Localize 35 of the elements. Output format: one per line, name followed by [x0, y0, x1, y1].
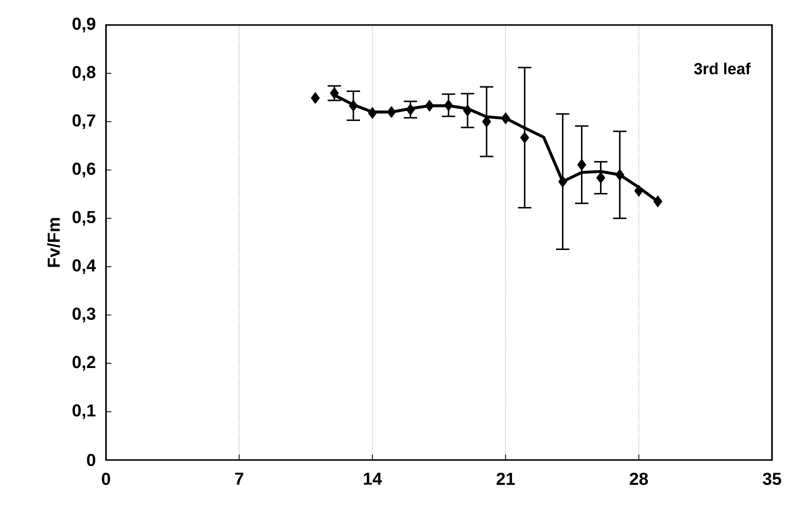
y-tick-label: 0,9: [72, 18, 96, 32]
point: [577, 158, 586, 171]
point: [368, 107, 377, 119]
x-tick-label: 14: [364, 472, 382, 485]
y-tick-label: 0,2: [72, 356, 96, 371]
y-tick-label: 0,6: [72, 162, 96, 178]
point: [520, 132, 530, 144]
y-tick-label: 0: [87, 454, 96, 466]
y-axis-title: Fv/Fm: [47, 218, 60, 267]
y-tick-label: 0,7: [72, 114, 96, 130]
y-tick-label: 0,5: [72, 210, 96, 226]
y-tick-label: 0,4: [72, 259, 96, 274]
y-tick-label: 0,1: [72, 404, 96, 420]
point: [596, 172, 606, 184]
point: [310, 92, 320, 104]
point: [463, 104, 472, 116]
x-tick-label: 28: [630, 472, 648, 485]
x-tick-label: 7: [235, 472, 244, 485]
point: [501, 112, 510, 124]
x-tick-label: 21: [496, 472, 515, 485]
x-tick-label: 0: [102, 472, 110, 485]
point: [425, 100, 434, 112]
point: [330, 87, 339, 100]
y-tick-label: 0,8: [72, 66, 96, 81]
y-tick-label: 0,3: [72, 308, 96, 322]
point: [444, 99, 453, 112]
point: [653, 196, 662, 208]
annotation: 3rd leaf: [694, 62, 751, 74]
x-tick-label: 35: [762, 472, 782, 485]
point: [558, 176, 568, 188]
point: [615, 168, 624, 181]
point: [386, 106, 396, 118]
point: [348, 100, 358, 112]
point: [406, 104, 415, 116]
point: [634, 184, 644, 197]
